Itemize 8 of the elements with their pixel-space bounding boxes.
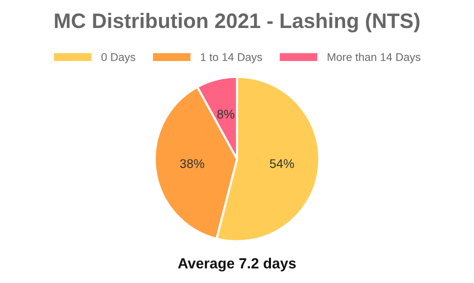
- data-label: 8%: [217, 110, 234, 119]
- chart-title: MC Distribution 2021 - Lashing (NTS): [54, 12, 420, 32]
- legend-label: 0 Days: [101, 53, 136, 64]
- legend-label: More than 14 Days: [328, 52, 420, 64]
- data-label: 54%: [270, 159, 294, 168]
- text: Average 7.2 days: [178, 258, 296, 272]
- data-label: 38%: [180, 159, 204, 168]
- legend-label: 1 to 14 Days: [200, 53, 262, 64]
